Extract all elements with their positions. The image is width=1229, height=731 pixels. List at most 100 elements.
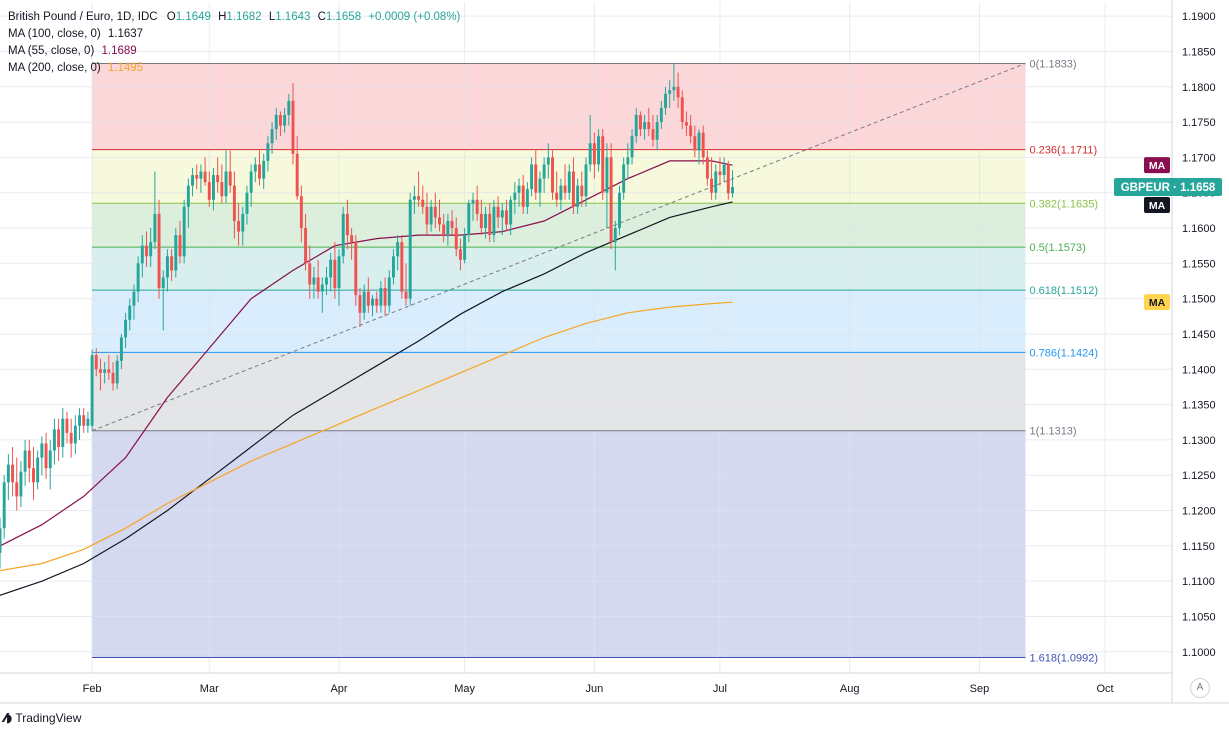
candle-body-108 xyxy=(450,220,454,229)
candle-body-47 xyxy=(195,175,199,179)
candle-body-35 xyxy=(145,245,148,257)
candle-body-97 xyxy=(404,291,408,299)
candle-body-15 xyxy=(61,418,65,447)
candle-body-135 xyxy=(563,185,567,193)
candle-body-109 xyxy=(454,228,458,250)
y-tick-label-16: 1.1100 xyxy=(1182,576,1215,588)
candle-body-46 xyxy=(191,175,195,186)
brand-name: TradingView xyxy=(15,711,82,725)
candle-body-138 xyxy=(576,185,580,207)
ma-55-row[interactable]: MA (55, close, 0) 1.1689 xyxy=(8,43,460,60)
candle-body-73 xyxy=(304,228,308,264)
candle-body-6 xyxy=(23,450,27,472)
candle-body-113 xyxy=(471,199,475,204)
candle-body-165 xyxy=(689,125,693,137)
candle-body-98 xyxy=(408,199,412,299)
fib-label-6: 1(1.1313) xyxy=(1030,426,1077,438)
candle-body-91 xyxy=(379,288,383,306)
tradingview-logo-icon: ⁄⁄◗ xyxy=(4,711,12,725)
candle-body-11 xyxy=(44,443,48,469)
y-tick-label-6: 1.1600 xyxy=(1182,223,1216,235)
candle-body-66 xyxy=(274,115,278,130)
candle-body-60 xyxy=(249,171,253,193)
candle-body-70 xyxy=(291,100,295,154)
candle-body-5 xyxy=(19,471,23,497)
ma-tag-text-2: MA xyxy=(1149,297,1166,309)
tradingview-brand[interactable]: ⁄⁄◗ TradingView xyxy=(4,711,81,725)
candle-body-42 xyxy=(174,235,178,271)
candle-body-69 xyxy=(287,100,291,116)
candle-body-148 xyxy=(618,192,621,229)
trendline xyxy=(91,62,1026,432)
candle-body-56 xyxy=(232,185,236,221)
y-tick-label-2: 1.1800 xyxy=(1182,82,1216,94)
fib-label-2: 0.382(1.1635) xyxy=(1030,198,1099,210)
candle-body-96 xyxy=(400,242,404,292)
candle-body-146 xyxy=(609,157,613,243)
candle-body-173 xyxy=(722,164,726,176)
candle-body-175 xyxy=(731,187,734,194)
candle-body-26 xyxy=(107,369,111,373)
fib-zone-5 xyxy=(92,352,1026,431)
candle-body-147 xyxy=(613,228,617,243)
candle-body-120 xyxy=(500,210,504,218)
ma-200-row[interactable]: MA (200, close, 0) 1.1495 xyxy=(8,60,460,77)
ma-55-value: 1.1689 xyxy=(101,45,137,57)
y-tick-label-10: 1.1400 xyxy=(1182,364,1216,376)
candle-body-174 xyxy=(726,164,730,194)
candle-body-101 xyxy=(421,199,425,207)
fib-label-1: 0.236(1.1711) xyxy=(1030,145,1098,157)
fibonacci-trendline xyxy=(91,62,1026,432)
candle-body-41 xyxy=(170,256,174,271)
candle-body-160 xyxy=(668,90,672,94)
candle-body-43 xyxy=(178,235,182,257)
price-scale-tags: GBPEUR · 1.1658 MA MA MA xyxy=(1114,157,1222,311)
candle-body-93 xyxy=(387,277,391,306)
candle-body-49 xyxy=(203,171,207,183)
candle-body-142 xyxy=(592,143,596,165)
candle-body-87 xyxy=(362,291,366,313)
candle-body-152 xyxy=(634,115,638,137)
candle-body-40 xyxy=(165,256,169,278)
candle-body-141 xyxy=(588,143,592,165)
ma-55-label: MA (55, close, 0) xyxy=(8,45,95,57)
candle-body-131 xyxy=(546,157,550,165)
candle-body-92 xyxy=(383,288,387,306)
candle-body-80 xyxy=(333,259,337,289)
candle-body-81 xyxy=(337,256,341,289)
fib-zone-3 xyxy=(92,247,1026,291)
candle-body-9 xyxy=(36,457,40,483)
ma-100-row[interactable]: MA (100, close, 0) 1.1637 xyxy=(8,26,460,43)
candle-body-29 xyxy=(119,337,123,361)
ohlc-close-value: 1.1658 xyxy=(325,11,362,23)
candle-body-55 xyxy=(228,171,232,186)
x-tick-label-2: Apr xyxy=(330,683,347,695)
candle-body-45 xyxy=(186,185,190,207)
fibonacci-fills xyxy=(92,63,1026,658)
candle-body-14 xyxy=(57,429,61,447)
candle-body-71 xyxy=(295,153,299,197)
candle-body-86 xyxy=(358,295,362,313)
fib-zone-0 xyxy=(92,63,1026,150)
x-tick-label-7: Sep xyxy=(970,683,990,695)
candle-body-48 xyxy=(199,171,203,179)
ma-tag-text-0: MA xyxy=(1149,160,1166,172)
candle-body-8 xyxy=(32,468,35,483)
candle-body-79 xyxy=(329,259,333,278)
y-tick-label-8: 1.1500 xyxy=(1182,294,1216,306)
candle-body-16 xyxy=(65,418,69,433)
ohlc-change: +0.0009 (+0.08%) xyxy=(368,11,461,23)
y-tick-label-9: 1.1450 xyxy=(1182,329,1216,341)
y-tick-label-0: 1.1900 xyxy=(1182,11,1216,23)
candle-body-76 xyxy=(316,277,320,292)
auto-scale-button[interactable]: A xyxy=(1190,678,1210,698)
candle-body-137 xyxy=(571,171,575,207)
candle-body-123 xyxy=(513,192,517,200)
candle-body-159 xyxy=(664,93,667,108)
candle-body-168 xyxy=(701,132,705,158)
candle-body-164 xyxy=(684,122,688,126)
candle-body-162 xyxy=(676,86,680,98)
ma-tag-0 xyxy=(1144,157,1170,174)
candle-body-33 xyxy=(136,263,140,292)
